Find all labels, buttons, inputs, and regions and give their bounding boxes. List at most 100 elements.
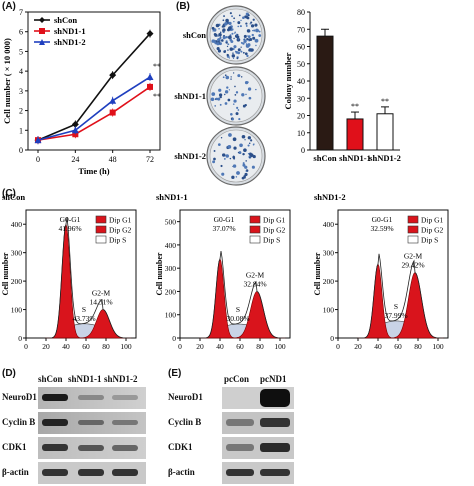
colony [233, 20, 235, 23]
colony [234, 85, 236, 88]
legend-swatch [95, 215, 107, 224]
colony [224, 93, 226, 96]
y-tick-label: 0 [301, 146, 305, 155]
colony [211, 26, 215, 30]
colony [239, 143, 243, 148]
dish-label: shCon [183, 30, 206, 40]
colony [245, 43, 248, 45]
legend-label: Dip G1 [263, 216, 286, 225]
colony [245, 93, 247, 96]
colony [220, 137, 223, 139]
colony [249, 23, 251, 25]
dish-label: shND1-2 [174, 151, 206, 161]
x-tick-label: 100 [120, 342, 132, 351]
colony [216, 47, 220, 51]
bar-shND1-2 [376, 113, 394, 151]
blot-cdk1 [38, 437, 146, 459]
y-axis-label: Cell number [1, 252, 10, 295]
colony [223, 158, 226, 160]
colony [231, 32, 234, 35]
colony [245, 24, 248, 27]
colony [219, 95, 222, 99]
s-percent: 37.99% [384, 311, 407, 320]
plot-frame [27, 11, 161, 151]
g2-label: G2-M [246, 270, 265, 279]
colony [245, 170, 248, 173]
colony [228, 26, 232, 30]
y-tick-label: 500 [165, 218, 177, 227]
x-tick-label: 72 [146, 155, 154, 164]
colony [213, 32, 217, 36]
colony [242, 104, 246, 108]
colony [235, 112, 239, 116]
colony [235, 91, 239, 94]
x-tick-label: 20 [42, 342, 50, 351]
colony [233, 37, 235, 40]
colony [225, 41, 228, 44]
colony [213, 40, 216, 44]
x-tick-label: 0 [336, 342, 340, 351]
colony [221, 39, 224, 42]
colony-dishes: shCon shND1-1 shND1-2 [174, 5, 266, 186]
blot-cdk1 [222, 437, 294, 459]
x-tick-label: 40 [216, 342, 224, 351]
colony [252, 30, 254, 32]
colony [250, 21, 253, 24]
colony [234, 94, 237, 96]
colony [235, 176, 238, 178]
lane-label: pcCon [224, 374, 250, 384]
colony [252, 143, 255, 146]
colony [214, 105, 217, 107]
colony [224, 74, 227, 77]
legend-swatch [249, 235, 261, 244]
x-tick-label: 100 [274, 342, 286, 351]
colony [238, 118, 241, 121]
x-tick-label: 80 [414, 342, 422, 351]
colony [250, 139, 253, 142]
colony [244, 172, 248, 177]
y-tick-label: 400 [165, 241, 177, 250]
colony [251, 153, 253, 155]
x-tick-label: 0 [24, 342, 28, 351]
histogram-frame [25, 209, 137, 339]
y-tick-label: 0 [330, 334, 334, 343]
y-tick-label: 80 [297, 8, 305, 17]
legend-label: shCon [54, 15, 77, 25]
colony [225, 154, 229, 158]
colony [229, 157, 232, 160]
legend-label: Dip S [421, 236, 438, 245]
colony [240, 50, 243, 53]
y-tick-label: 5 [19, 47, 23, 56]
colony [239, 25, 242, 28]
colony [251, 165, 255, 169]
lane-label: shCon [38, 374, 63, 384]
colony [232, 52, 234, 54]
legend-swatch [95, 235, 107, 244]
colony [223, 50, 226, 53]
colony [228, 89, 231, 91]
colony [236, 34, 239, 36]
colony [227, 98, 231, 102]
lane-label: pcND1 [260, 374, 287, 384]
legend-swatch [249, 215, 261, 224]
data-point [34, 136, 42, 144]
significance-mark: ** [153, 92, 161, 101]
colony [237, 151, 240, 154]
colony [219, 36, 222, 40]
row-label: Cyclin B [2, 417, 36, 427]
data-point [109, 71, 117, 79]
colony [243, 38, 246, 40]
colony [244, 80, 249, 85]
colony [224, 102, 228, 105]
category-label: shND1-2 [369, 153, 401, 163]
x-tick-label: 100 [432, 342, 444, 351]
x-tick-label: 40 [62, 342, 70, 351]
y-axis-label: Colony number [283, 52, 293, 109]
colony [217, 97, 221, 101]
colony [233, 17, 236, 20]
colony [232, 48, 235, 51]
histogram-title: shCon [2, 192, 25, 202]
y-tick-label: 400 [323, 220, 335, 229]
colony [232, 164, 237, 168]
dish-inner [209, 69, 263, 123]
